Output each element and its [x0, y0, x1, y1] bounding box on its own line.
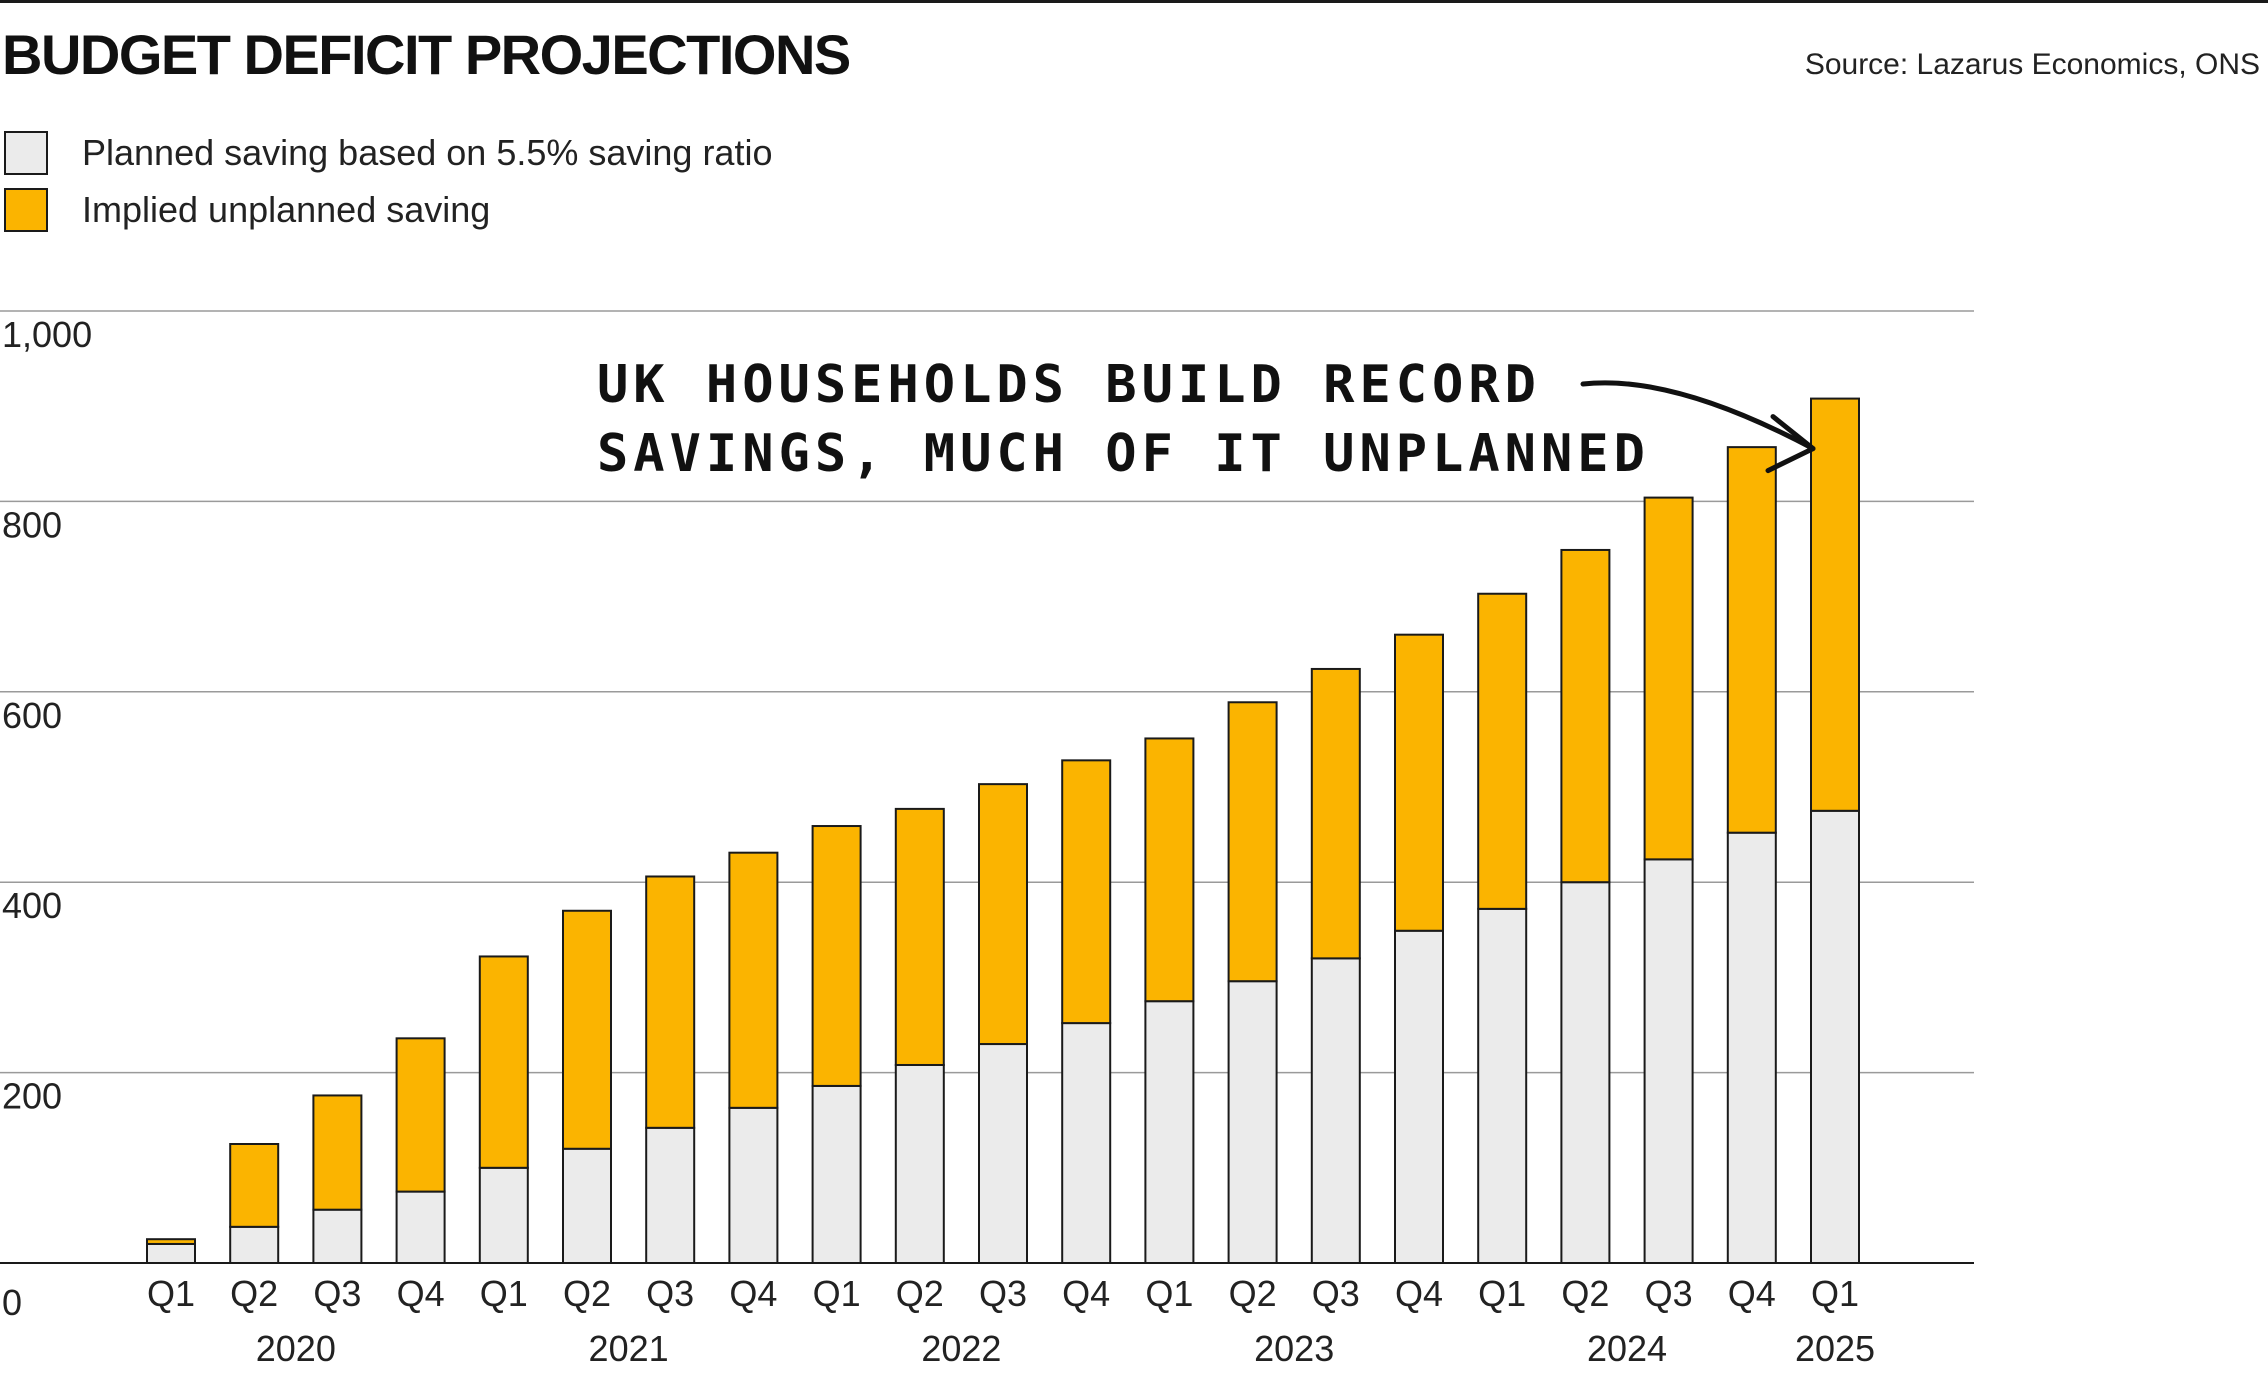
source-note: Source: Lazarus Economics, ONS: [1804, 48, 2260, 81]
top-rule: [0, 0, 2268, 3]
x-tick-label-year: 2025: [1795, 1328, 1875, 1369]
chart-title: BUDGET DEFICIT PROJECTIONS: [2, 23, 851, 86]
bar-unplanned: [146, 1238, 196, 1245]
annotation: UK HOUSEHOLDS BUILD RECORD SAVINGS, MUCH…: [597, 355, 1816, 484]
annotation-arrowhead: [1765, 414, 1816, 474]
bar-planned: [1144, 1000, 1195, 1264]
bar-planned: [1227, 980, 1278, 1264]
y-tick-label: 800: [2, 504, 62, 545]
bar-planned: [1061, 1022, 1112, 1265]
legend-swatch-planned: [4, 131, 48, 175]
bar-planned: [312, 1208, 363, 1264]
x-tick-label-year: 2022: [921, 1328, 1001, 1369]
y-axis-ticks: 0 200 400 600 800 1,000: [2, 314, 92, 1323]
bar-unplanned: [1227, 701, 1278, 983]
x-tick-label-quarter: Q4: [1062, 1273, 1110, 1314]
bar-unplanned: [1726, 446, 1777, 834]
x-tick-label-quarter: Q1: [813, 1273, 861, 1314]
bar-planned: [978, 1043, 1028, 1265]
x-tick-label-quarter: Q1: [480, 1273, 528, 1314]
x-tick-label-quarter: Q4: [397, 1273, 445, 1314]
x-tick-label-quarter: Q1: [1145, 1273, 1193, 1314]
legend-item-planned: Planned saving based on 5.5% saving rati…: [4, 129, 772, 177]
x-tick-label-quarter: Q2: [1229, 1273, 1277, 1314]
x-tick-label-quarter: Q2: [896, 1273, 944, 1314]
bar-planned: [811, 1084, 862, 1264]
x-tick-label-quarter: Q1: [1478, 1273, 1526, 1314]
bar-unplanned: [1061, 759, 1112, 1025]
bar-unplanned: [1144, 737, 1195, 1003]
bar-planned: [1810, 809, 1860, 1264]
x-tick-label-year: 2024: [1587, 1328, 1667, 1369]
bar-unplanned: [728, 851, 779, 1109]
bar-unplanned: [978, 783, 1028, 1046]
x-tick-label-quarter: Q3: [646, 1273, 694, 1314]
bar-planned: [395, 1190, 446, 1264]
x-tick-label-quarter: Q3: [313, 1273, 361, 1314]
bar-planned: [1726, 831, 1777, 1264]
legend-swatch-unplanned: [4, 188, 48, 232]
bar-unplanned: [1560, 548, 1611, 884]
bar-planned: [146, 1242, 196, 1264]
y-tick-label: 600: [2, 695, 62, 736]
bar-unplanned: [478, 955, 529, 1169]
x-tick-label-quarter: Q2: [1561, 1273, 1609, 1314]
x-tick-label-quarter: Q4: [729, 1273, 777, 1314]
x-tick-label-year: 2020: [256, 1328, 336, 1369]
bar-unplanned: [312, 1094, 363, 1211]
x-tick-label-quarter: Q3: [979, 1273, 1027, 1314]
x-tick-label-year: 2023: [1254, 1328, 1334, 1369]
bar-unplanned: [1310, 667, 1361, 960]
legend-item-unplanned: Implied unplanned saving: [4, 186, 490, 234]
x-tick-label-quarter: Q1: [147, 1273, 195, 1314]
annotation-line-1: UK HOUSEHOLDS BUILD RECORD: [597, 355, 1541, 415]
bar-planned: [728, 1106, 779, 1264]
x-tick-label-quarter: Q2: [563, 1273, 611, 1314]
bar-planned: [894, 1063, 945, 1265]
x-tick-label-quarter: Q3: [1645, 1273, 1693, 1314]
bar-unplanned: [1643, 496, 1694, 861]
bar-planned: [1477, 907, 1528, 1265]
bar-unplanned: [811, 825, 862, 1087]
y-tick-label: 400: [2, 885, 62, 926]
bar-unplanned: [1810, 397, 1860, 812]
bar-planned: [478, 1166, 529, 1265]
legend-label-planned: Planned saving based on 5.5% saving rati…: [82, 132, 773, 173]
y-tick-label: 1,000: [2, 314, 92, 355]
bar-planned: [1310, 957, 1361, 1264]
bar-unplanned: [1477, 592, 1528, 910]
y-tick-label: 0: [2, 1282, 22, 1323]
bars: [146, 397, 1860, 1265]
x-tick-label-quarter: Q3: [1312, 1273, 1360, 1314]
bar-planned: [1394, 929, 1444, 1264]
bar-unplanned: [894, 807, 945, 1066]
x-axis-ticks: Q1 Q2 Q3 Q4 Q1 Q2 Q3 Q4 Q1 Q2 Q3 Q4 Q1 Q2 Q3 Q4 Q1 Q2 Q3 Q4…: [147, 1273, 1875, 1369]
bar-planned: [229, 1225, 280, 1264]
x-tick-label-year: 2021: [589, 1328, 669, 1369]
bar-planned: [1643, 858, 1694, 1264]
annotation-arrow: [1580, 380, 1816, 452]
x-tick-label-quarter: Q1: [1811, 1273, 1859, 1314]
legend-label-unplanned: Implied unplanned saving: [82, 189, 491, 230]
bar-planned: [1560, 881, 1611, 1264]
x-tick-label-quarter: Q4: [1395, 1273, 1443, 1314]
bar-planned: [562, 1147, 612, 1265]
annotation-line-2: SAVINGS, MUCH OF IT UNPLANNED: [597, 424, 1650, 484]
x-tick-label-quarter: Q4: [1728, 1273, 1776, 1314]
bar-planned: [645, 1126, 696, 1265]
bar-unplanned: [562, 909, 612, 1150]
bar-unplanned: [1394, 633, 1444, 932]
x-tick-label-quarter: Q2: [230, 1273, 278, 1314]
bar-unplanned: [645, 875, 696, 1129]
bar-unplanned: [229, 1143, 280, 1228]
bar-unplanned: [395, 1037, 446, 1193]
y-tick-label: 200: [2, 1076, 62, 1117]
